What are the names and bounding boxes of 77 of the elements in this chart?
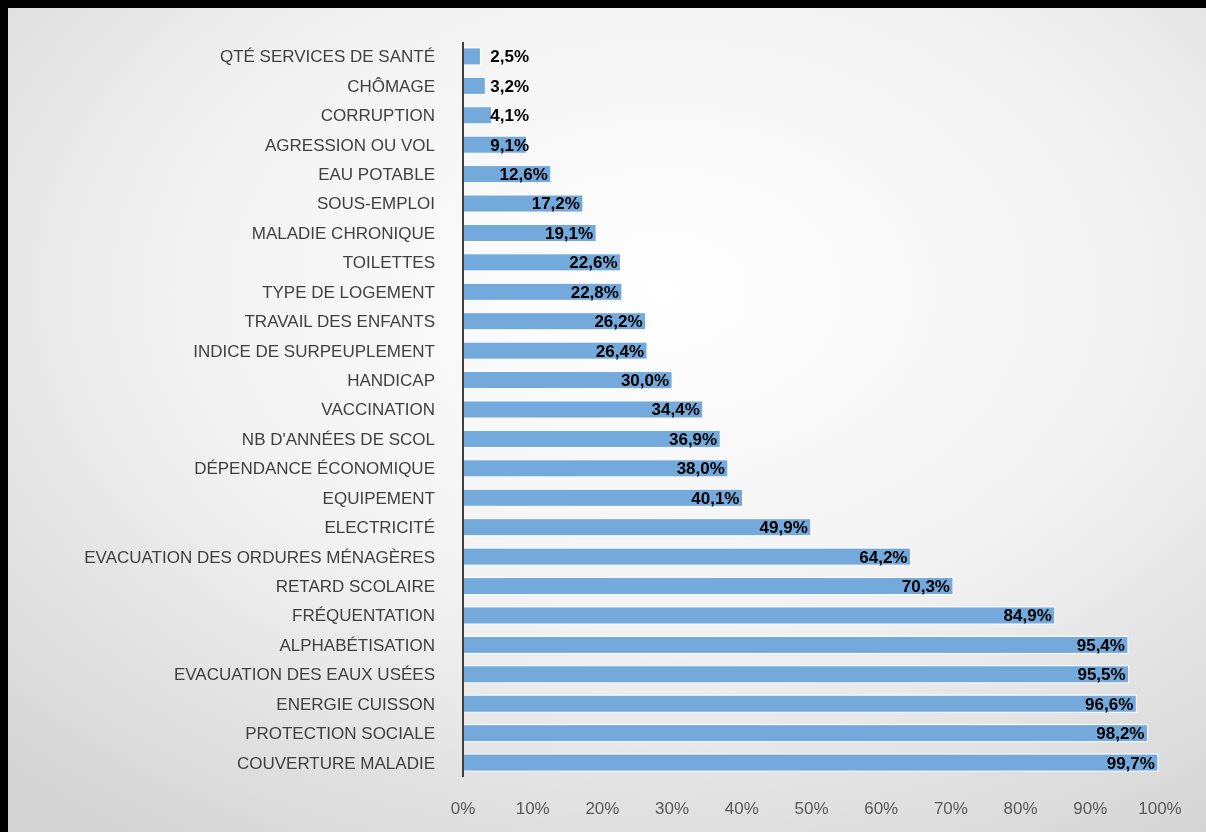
x-tick-label: 100% bbox=[1138, 799, 1182, 818]
bar bbox=[462, 400, 704, 419]
y-tick-label: SOUS-EMPLOI bbox=[316, 194, 435, 214]
x-tick-label: 50% bbox=[794, 799, 829, 818]
y-tick-label: EVACUATION DES EAUX USÉES bbox=[173, 665, 435, 685]
x-tick-label: 20% bbox=[585, 799, 620, 818]
bar bbox=[462, 577, 954, 596]
data-label: 95,5% bbox=[1077, 665, 1126, 685]
y-tick-label: VACCINATION bbox=[321, 400, 435, 420]
y-tick-label: CHÔMAGE bbox=[347, 76, 435, 96]
data-label: 64,2% bbox=[859, 547, 908, 567]
bar bbox=[462, 606, 1056, 625]
data-label: 70,3% bbox=[901, 576, 950, 596]
bar bbox=[462, 429, 721, 448]
x-tick-label: 30% bbox=[655, 799, 690, 818]
data-label: 19,1% bbox=[544, 223, 594, 243]
y-tick-label: PROTECTION SOCIALE bbox=[245, 724, 435, 744]
data-label: 98,2% bbox=[1096, 724, 1145, 744]
y-tick-label: COUVERTURE MALADIE bbox=[236, 753, 435, 773]
data-label: 2,5% bbox=[490, 47, 529, 67]
data-label: 95,4% bbox=[1076, 635, 1125, 655]
y-tick-label: MALADIE CHRONIQUE bbox=[251, 223, 435, 243]
x-tick-label: 70% bbox=[933, 799, 968, 818]
bar bbox=[462, 665, 1130, 684]
y-tick-label: ENERGIE CUISSON bbox=[276, 694, 435, 714]
y-tick-label: FRÉQUENTATION bbox=[292, 606, 435, 626]
bar bbox=[462, 341, 648, 360]
y-tick-label: TYPE DE LOGEMENT bbox=[262, 282, 435, 302]
bar bbox=[462, 253, 622, 272]
data-label: 38,0% bbox=[676, 459, 725, 479]
data-label: 17,2% bbox=[531, 194, 580, 214]
bar bbox=[462, 547, 911, 566]
data-label: 30,0% bbox=[620, 371, 670, 391]
y-tick-label: TOILETTES bbox=[342, 253, 435, 273]
bar bbox=[462, 694, 1137, 713]
data-label: 12,6% bbox=[499, 165, 548, 185]
data-label: 84,9% bbox=[1003, 606, 1052, 626]
data-label: 99,7% bbox=[1106, 753, 1155, 773]
data-label: 96,6% bbox=[1085, 694, 1134, 714]
data-label: 22,6% bbox=[569, 253, 618, 273]
bar bbox=[462, 459, 729, 478]
data-label: 34,4% bbox=[651, 400, 700, 420]
data-label: 36,9% bbox=[668, 429, 718, 449]
x-tick-label: 90% bbox=[1073, 799, 1108, 818]
y-tick-label: NB D'ANNÉES DE SCOL bbox=[241, 429, 435, 449]
x-tick-label: 10% bbox=[515, 799, 550, 818]
y-tick-label: DÉPENDANCE ÉCONOMIQUE bbox=[194, 459, 435, 479]
bar bbox=[462, 488, 743, 507]
bar bbox=[462, 47, 481, 66]
y-tick-label: ALPHABÉTISATION bbox=[279, 635, 435, 655]
x-tick-label: 0% bbox=[450, 799, 476, 818]
x-tick-label: 80% bbox=[1003, 799, 1038, 818]
y-tick-label: EAU POTABLE bbox=[318, 165, 435, 185]
y-tick-label: QTÉ SERVICES DE SANTÉ bbox=[219, 47, 435, 67]
data-label: 26,2% bbox=[594, 312, 643, 332]
data-label: 40,1% bbox=[691, 488, 740, 508]
y-tick-label: ELECTRICITÉ bbox=[324, 518, 435, 538]
bar bbox=[462, 724, 1148, 743]
y-tick-label: INDICE DE SURPEUPLEMENT bbox=[193, 341, 435, 361]
y-tick-label: EVACUATION DES ORDURES MÉNAGÈRES bbox=[84, 547, 435, 567]
y-tick-label: RETARD SCOLAIRE bbox=[275, 576, 435, 596]
y-tick-label: TRAVAIL DES ENFANTS bbox=[244, 312, 435, 332]
data-label: 4,1% bbox=[490, 106, 529, 126]
y-tick-label: CORRUPTION bbox=[320, 106, 435, 126]
y-tick-label: EQUIPEMENT bbox=[322, 488, 435, 508]
y-tick-label: HANDICAP bbox=[347, 371, 435, 391]
bar bbox=[462, 635, 1129, 654]
data-label: 26,4% bbox=[595, 341, 645, 361]
data-label: 3,2% bbox=[490, 76, 529, 96]
bar bbox=[462, 518, 812, 537]
y-tick-label: AGRESSION OU VOL bbox=[264, 135, 435, 155]
x-tick-label: 60% bbox=[864, 799, 899, 818]
data-label: 22,8% bbox=[570, 282, 619, 302]
data-label: 49,9% bbox=[759, 518, 808, 538]
bar bbox=[462, 753, 1159, 772]
x-tick-label: 40% bbox=[724, 799, 759, 818]
bar bbox=[462, 76, 486, 95]
